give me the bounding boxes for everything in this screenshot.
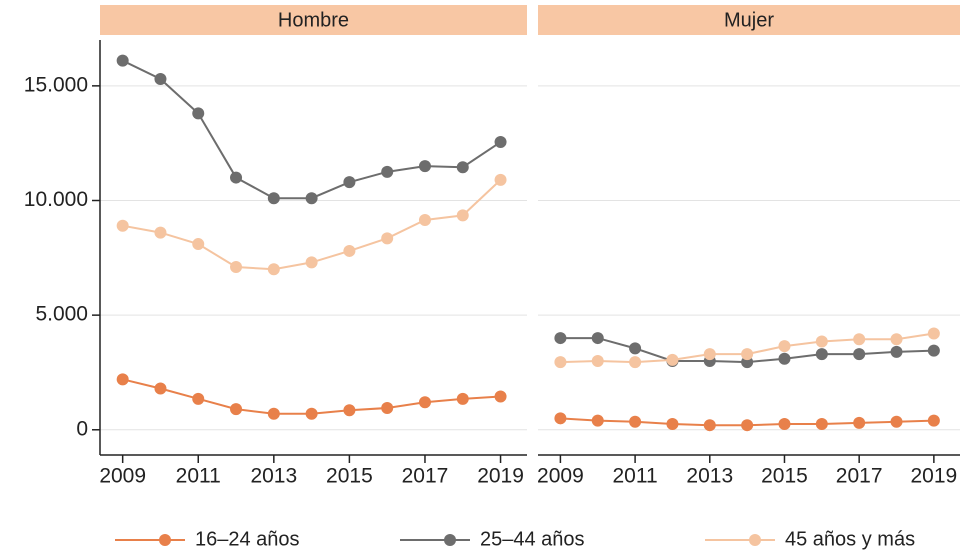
point	[853, 416, 866, 429]
point	[343, 244, 356, 257]
point	[381, 165, 394, 178]
x-tick-label: 2011	[176, 465, 221, 488]
point	[815, 418, 828, 431]
point	[267, 407, 280, 420]
point	[629, 415, 642, 428]
y-tick-label: 0	[76, 417, 88, 440]
point	[116, 54, 129, 67]
x-tick-label: 2015	[326, 465, 373, 488]
point	[154, 226, 167, 239]
point	[192, 392, 205, 405]
point	[154, 72, 167, 85]
x-tick-label: 2017	[836, 465, 883, 488]
point	[703, 348, 716, 361]
point	[741, 419, 754, 432]
point	[853, 348, 866, 361]
point	[192, 238, 205, 251]
point	[703, 419, 716, 432]
point	[778, 340, 791, 353]
point	[890, 345, 903, 358]
point	[853, 333, 866, 346]
point	[778, 352, 791, 365]
point	[554, 332, 567, 345]
point	[418, 213, 431, 226]
x-tick-label: 2015	[761, 465, 808, 488]
point	[494, 173, 507, 186]
point	[456, 209, 469, 222]
point	[343, 176, 356, 189]
strip	[100, 5, 527, 35]
legend-label: 25–44 años	[480, 528, 585, 550]
point	[591, 332, 604, 345]
point	[741, 348, 754, 361]
point	[927, 344, 940, 357]
point	[927, 414, 940, 427]
point	[267, 263, 280, 276]
point	[230, 403, 243, 416]
y-tick-label: 10.000	[24, 188, 88, 211]
point	[456, 161, 469, 174]
point	[230, 171, 243, 184]
legend-label: 16–24 años	[195, 528, 300, 550]
point	[192, 107, 205, 120]
legend-marker	[444, 534, 456, 546]
point	[230, 260, 243, 273]
x-tick-label: 2017	[402, 465, 449, 488]
legend-label: 45 años y más	[785, 528, 915, 550]
point	[154, 382, 167, 395]
point	[591, 354, 604, 367]
x-tick-label: 2009	[99, 465, 146, 488]
point	[554, 412, 567, 425]
x-tick-label: 2013	[250, 465, 297, 488]
x-tick-label: 2019	[910, 465, 957, 488]
point	[629, 356, 642, 369]
y-tick-label: 5.000	[35, 303, 88, 326]
x-tick-label: 2013	[686, 465, 733, 488]
point	[267, 192, 280, 205]
x-tick-label: 2009	[537, 465, 584, 488]
x-tick-label: 2019	[477, 465, 524, 488]
point	[890, 415, 903, 428]
point	[305, 407, 318, 420]
point	[666, 353, 679, 366]
point	[815, 348, 828, 361]
point	[343, 404, 356, 417]
panel-title: Mujer	[724, 9, 774, 31]
point	[629, 342, 642, 355]
strip	[538, 5, 960, 35]
point	[591, 414, 604, 427]
series-line	[122, 59, 502, 200]
x-tick-label: 2011	[613, 465, 658, 488]
point	[666, 418, 679, 431]
point	[778, 418, 791, 431]
point	[116, 373, 129, 386]
point	[815, 335, 828, 348]
y-tick-label: 15.000	[24, 73, 88, 96]
point	[418, 396, 431, 409]
point	[456, 392, 469, 405]
point	[418, 160, 431, 173]
point	[554, 356, 567, 369]
point	[494, 136, 507, 149]
legend-marker	[749, 534, 761, 546]
point	[927, 327, 940, 340]
panel-title: Hombre	[278, 9, 349, 31]
legend-marker	[159, 534, 171, 546]
point	[381, 401, 394, 414]
point	[305, 256, 318, 269]
point	[890, 333, 903, 346]
point	[305, 192, 318, 205]
point	[381, 232, 394, 245]
point	[494, 390, 507, 403]
point	[116, 219, 129, 232]
